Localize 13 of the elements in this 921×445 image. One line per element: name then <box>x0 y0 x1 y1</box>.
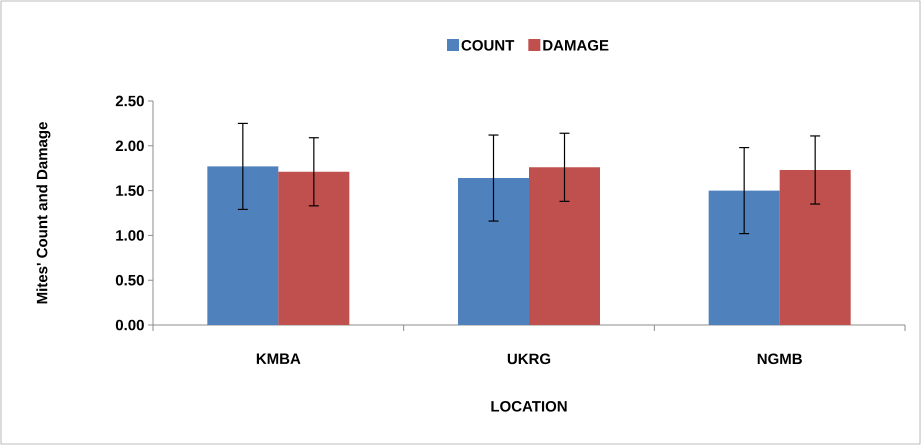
y-tick-label: 2.50 <box>116 96 144 106</box>
y-tick-label: 0.50 <box>116 274 144 286</box>
legend-label: DAMAGE <box>543 40 608 51</box>
x-axis-title: LOCATION <box>491 401 567 412</box>
legend-label: COUNT <box>462 40 514 51</box>
y-tick-label: 1.50 <box>116 185 144 196</box>
x-tick-label: UKRG <box>508 354 550 364</box>
y-tick-label: 2.00 <box>116 140 144 152</box>
y-axis-title: Mites' Count and Damage <box>36 122 50 304</box>
y-tick-label: 0.00 <box>116 320 144 330</box>
y-tick-label: 1.00 <box>116 230 144 241</box>
x-tick-label: NGMB <box>758 354 802 364</box>
x-tick-label: KMBA <box>256 354 300 364</box>
